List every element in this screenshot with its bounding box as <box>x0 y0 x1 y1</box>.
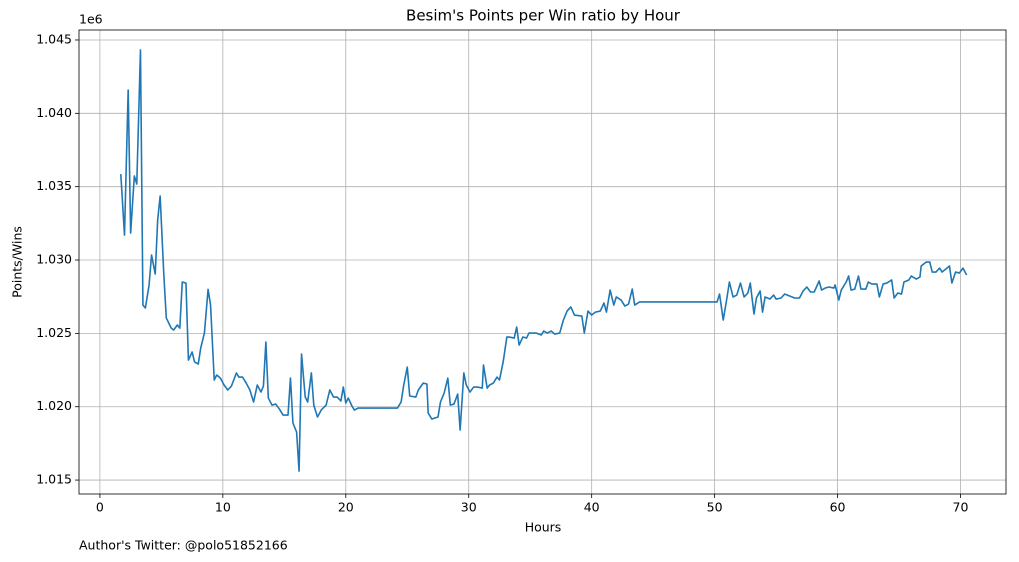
y-tick-label: 1.040 <box>36 105 72 120</box>
x-tick-label: 20 <box>338 500 354 515</box>
y-offset-label: 1e6 <box>79 12 103 27</box>
y-tick-label: 1.015 <box>36 472 72 487</box>
x-tick-label: 50 <box>707 500 723 515</box>
footnote: Author's Twitter: @polo51852166 <box>79 538 288 553</box>
plot-frame <box>78 29 1007 495</box>
x-tick-label: 30 <box>461 500 477 515</box>
line <box>120 49 968 472</box>
y-tick-label: 1.025 <box>36 325 72 340</box>
x-tick-label: 0 <box>96 500 104 515</box>
y-tick-label: 1.045 <box>36 31 72 46</box>
chart-title: Besim's Points per Win ratio by Hour <box>406 7 681 25</box>
x-tick-label: 10 <box>215 500 231 515</box>
x-tick-label: 40 <box>584 500 600 515</box>
x-tick-label: 60 <box>830 500 846 515</box>
x-axis-label: Hours <box>525 520 562 535</box>
y-tick-label: 1.020 <box>36 398 72 413</box>
y-tick-label: 1.030 <box>36 252 72 267</box>
y-tick-label: 1.035 <box>36 178 72 193</box>
y-axis-label: Points/Wins <box>10 226 25 298</box>
x-tick-label: 70 <box>953 500 969 515</box>
